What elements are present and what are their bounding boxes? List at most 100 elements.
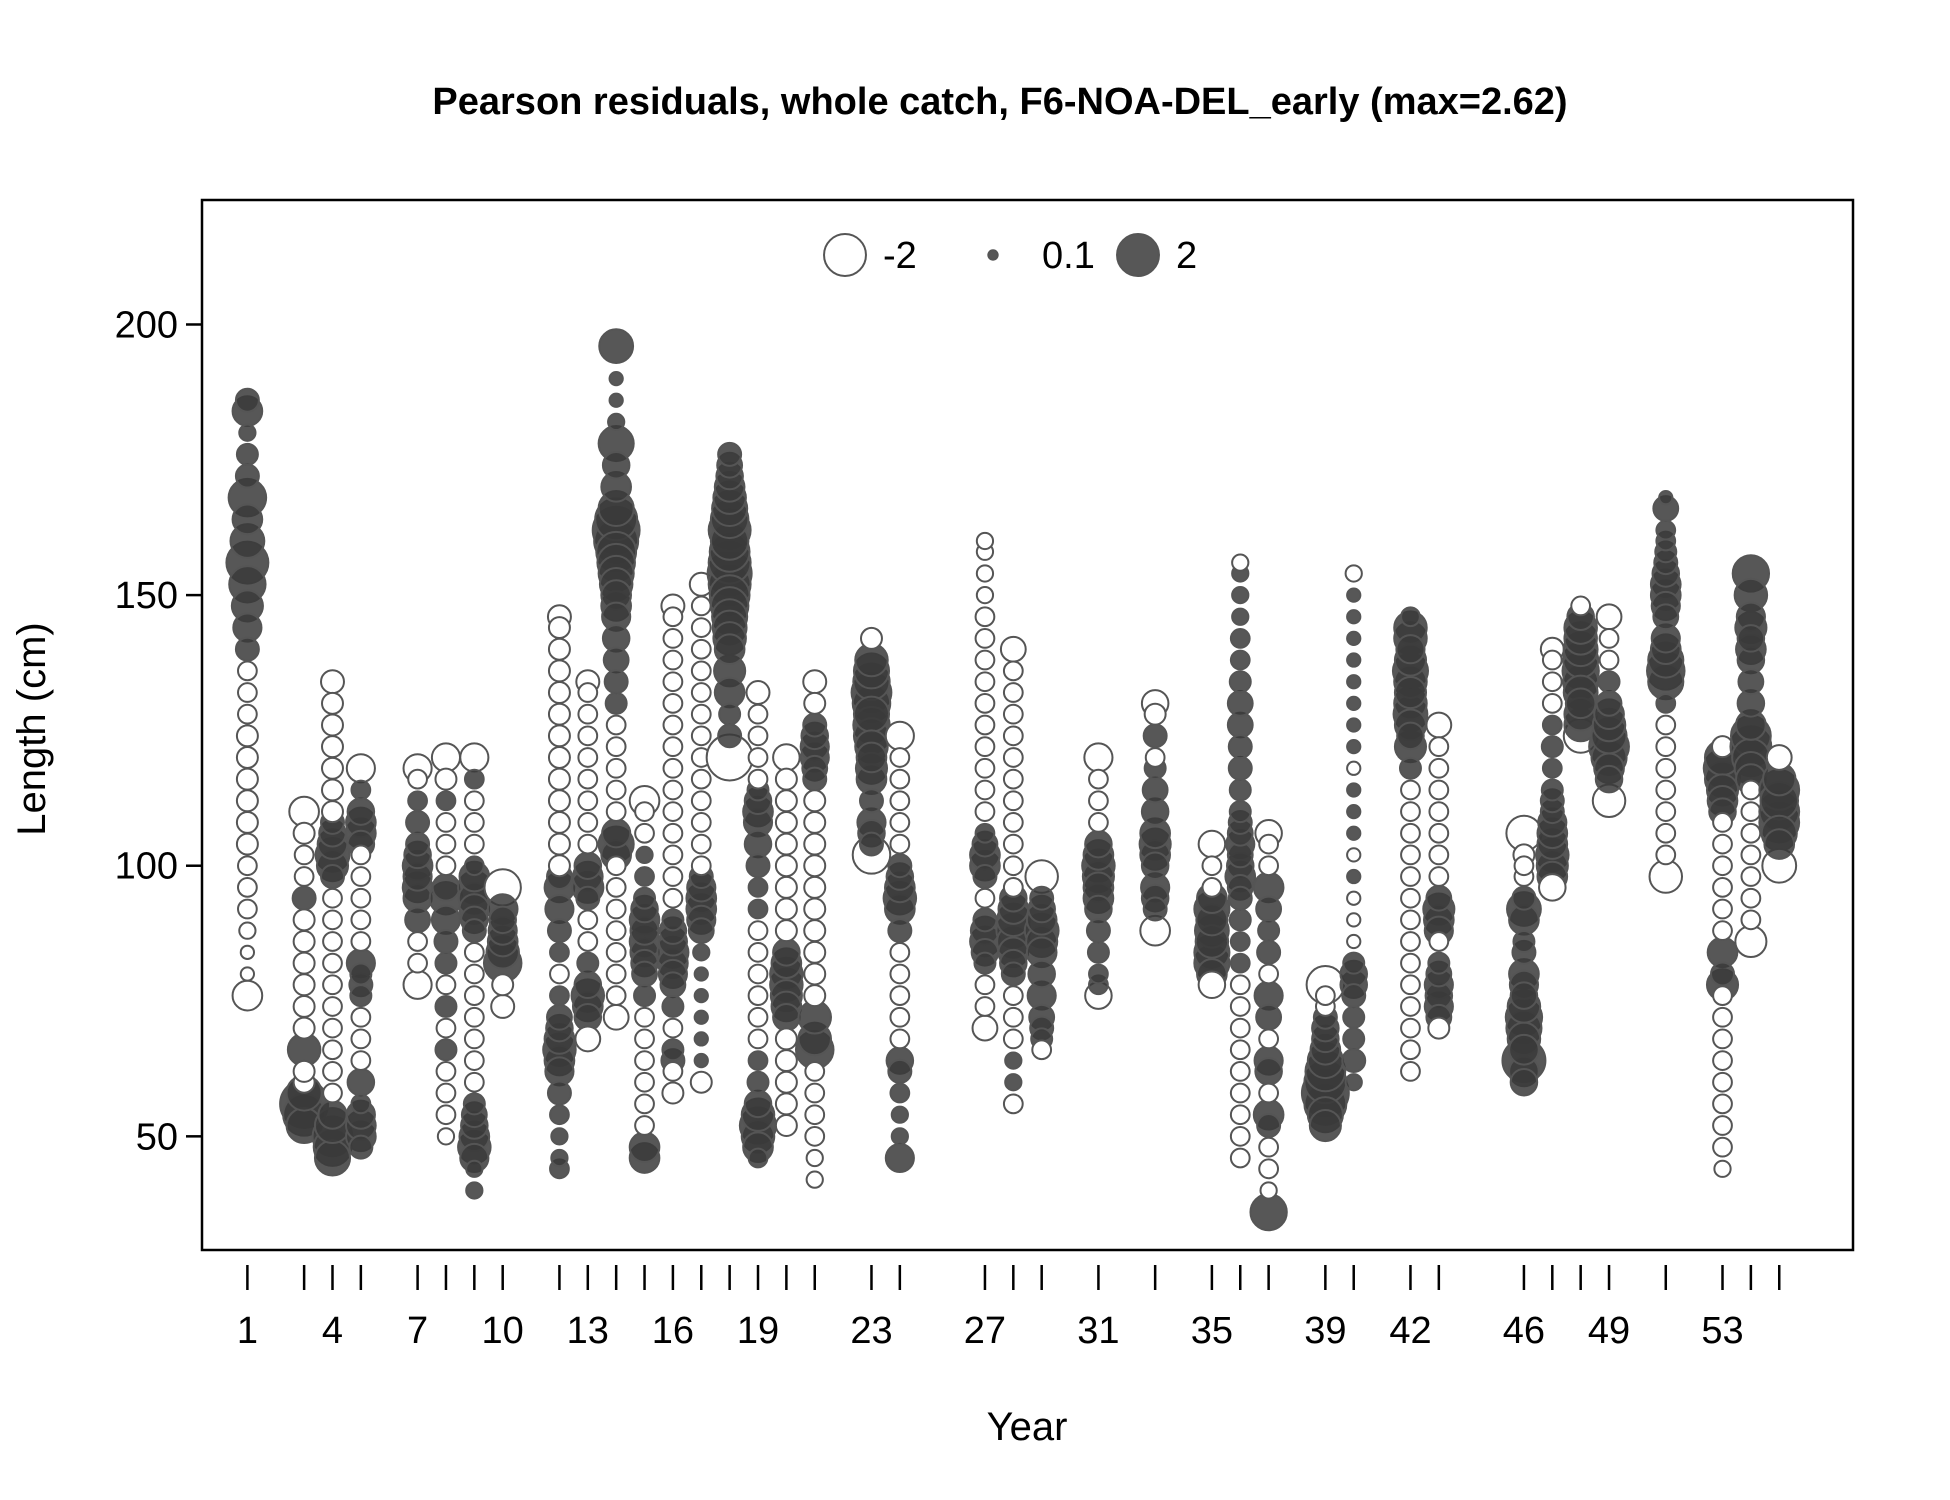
negative-residual-bubble bbox=[690, 617, 712, 638]
negative-residual-bubble bbox=[1400, 1039, 1421, 1061]
negative-residual-bubble bbox=[463, 941, 485, 963]
negative-residual-bubble bbox=[690, 638, 712, 660]
positive-residual-bubble bbox=[1425, 884, 1453, 912]
negative-residual-bubble bbox=[322, 909, 343, 931]
negative-residual-bubble bbox=[804, 1104, 826, 1126]
negative-residual-bubble bbox=[1655, 844, 1677, 866]
negative-residual-bubble bbox=[634, 1028, 655, 1050]
negative-residual-bubble bbox=[602, 1003, 630, 1031]
negative-residual-bubble bbox=[322, 974, 343, 996]
negative-residual-bubble bbox=[321, 800, 344, 824]
negative-residual-bubble bbox=[350, 866, 372, 887]
negative-residual-bubble bbox=[889, 747, 911, 768]
negative-residual-bubble bbox=[689, 1070, 713, 1094]
negative-residual-bubble bbox=[803, 919, 827, 943]
x-tick-label: 23 bbox=[850, 1310, 892, 1352]
negative-residual-bubble bbox=[434, 767, 458, 791]
negative-residual-bubble bbox=[547, 810, 571, 834]
negative-residual-bubble bbox=[803, 897, 827, 921]
negative-residual-bubble bbox=[292, 994, 316, 1018]
positive-residual-bubble bbox=[858, 831, 884, 857]
negative-residual-bubble bbox=[1344, 564, 1363, 583]
negative-residual-bubble bbox=[1002, 790, 1024, 812]
negative-residual-bubble bbox=[747, 747, 769, 768]
positive-residual-bubble bbox=[1341, 1048, 1367, 1074]
negative-residual-bubble bbox=[350, 909, 372, 931]
positive-residual-bubble bbox=[1346, 825, 1362, 841]
positive-residual-bubble bbox=[350, 1093, 372, 1115]
positive-residual-bubble bbox=[405, 831, 431, 857]
x-tick-label: 39 bbox=[1304, 1310, 1346, 1352]
positive-residual-bubble bbox=[693, 1031, 709, 1047]
negative-residual-bubble bbox=[1425, 711, 1453, 739]
negative-residual-bubble bbox=[1346, 847, 1362, 863]
negative-residual-bubble bbox=[547, 637, 571, 661]
negative-residual-bubble bbox=[463, 1071, 485, 1093]
positive-residual-bubble bbox=[546, 918, 572, 944]
negative-residual-bubble bbox=[1712, 898, 1733, 920]
negative-residual-bubble bbox=[463, 985, 485, 1006]
negative-residual-bubble bbox=[547, 767, 571, 791]
negative-residual-bubble bbox=[1201, 855, 1223, 877]
positive-residual-bubble bbox=[1396, 721, 1425, 751]
positive-residual-bubble bbox=[1308, 1108, 1342, 1143]
negative-residual-bubble bbox=[745, 680, 771, 706]
negative-residual-bubble bbox=[662, 671, 684, 693]
positive-residual-bubble bbox=[973, 951, 997, 975]
negative-residual-bubble bbox=[803, 854, 827, 878]
negative-residual-bubble bbox=[690, 703, 712, 725]
negative-residual-bubble bbox=[1088, 768, 1109, 790]
negative-residual-bubble bbox=[974, 649, 996, 671]
positive-residual-bubble bbox=[238, 423, 257, 442]
legend: -2 0.1 2 bbox=[823, 233, 1197, 277]
x-tick-label: 42 bbox=[1389, 1310, 1431, 1352]
negative-residual-bubble bbox=[1740, 909, 1762, 931]
positive-residual-bubble bbox=[313, 1139, 352, 1177]
negative-residual-bubble bbox=[1002, 768, 1024, 790]
negative-residual-bubble bbox=[974, 887, 996, 909]
negative-residual-bubble bbox=[974, 714, 996, 736]
negative-residual-bubble bbox=[292, 1016, 316, 1040]
negative-residual-bubble bbox=[577, 768, 599, 790]
negative-residual-bubble bbox=[322, 1061, 343, 1082]
positive-residual-bubble bbox=[1255, 1003, 1283, 1031]
negative-residual-bubble bbox=[1400, 1017, 1421, 1039]
negative-residual-bubble bbox=[1400, 909, 1421, 931]
positive-residual-bubble bbox=[602, 646, 630, 674]
positive-residual-bubble bbox=[890, 1105, 909, 1124]
negative-residual-bubble bbox=[463, 1050, 485, 1071]
negative-residual-bubble bbox=[435, 1082, 457, 1104]
legend-bubble bbox=[987, 249, 999, 261]
negative-residual-bubble bbox=[1712, 1136, 1733, 1158]
negative-residual-bubble bbox=[662, 887, 684, 909]
negative-residual-bubble bbox=[1541, 692, 1563, 714]
positive-residual-bubble bbox=[234, 463, 260, 489]
negative-residual-bubble bbox=[321, 756, 344, 780]
negative-residual-bubble bbox=[235, 745, 259, 769]
positive-residual-bubble bbox=[1000, 961, 1026, 987]
negative-residual-bubble bbox=[859, 626, 883, 650]
negative-residual-bubble bbox=[1346, 933, 1362, 950]
positive-residual-bubble bbox=[1393, 675, 1428, 710]
positive-residual-bubble bbox=[1655, 692, 1677, 714]
positive-residual-bubble bbox=[1142, 723, 1168, 749]
negative-residual-bubble bbox=[690, 833, 712, 855]
negative-residual-bubble bbox=[1229, 974, 1251, 996]
positive-residual-bubble bbox=[972, 907, 998, 933]
negative-residual-bubble bbox=[435, 1017, 457, 1039]
negative-residual-bubble bbox=[1740, 822, 1762, 844]
negative-residual-bubble bbox=[802, 669, 828, 695]
negative-residual-bubble bbox=[975, 585, 995, 605]
negative-residual-bubble bbox=[1400, 952, 1421, 974]
negative-residual-bubble bbox=[774, 789, 798, 813]
negative-residual-bubble bbox=[774, 767, 798, 791]
negative-residual-bubble bbox=[1144, 747, 1166, 768]
positive-residual-bubble bbox=[433, 929, 459, 954]
negative-residual-bubble bbox=[772, 743, 801, 772]
negative-residual-bubble bbox=[1400, 996, 1421, 1017]
positive-residual-bubble bbox=[628, 1131, 661, 1163]
negative-residual-bubble bbox=[1002, 833, 1024, 855]
positive-residual-bubble bbox=[1255, 895, 1283, 923]
negative-residual-bubble bbox=[292, 821, 316, 845]
positive-residual-bubble bbox=[1004, 1051, 1023, 1070]
